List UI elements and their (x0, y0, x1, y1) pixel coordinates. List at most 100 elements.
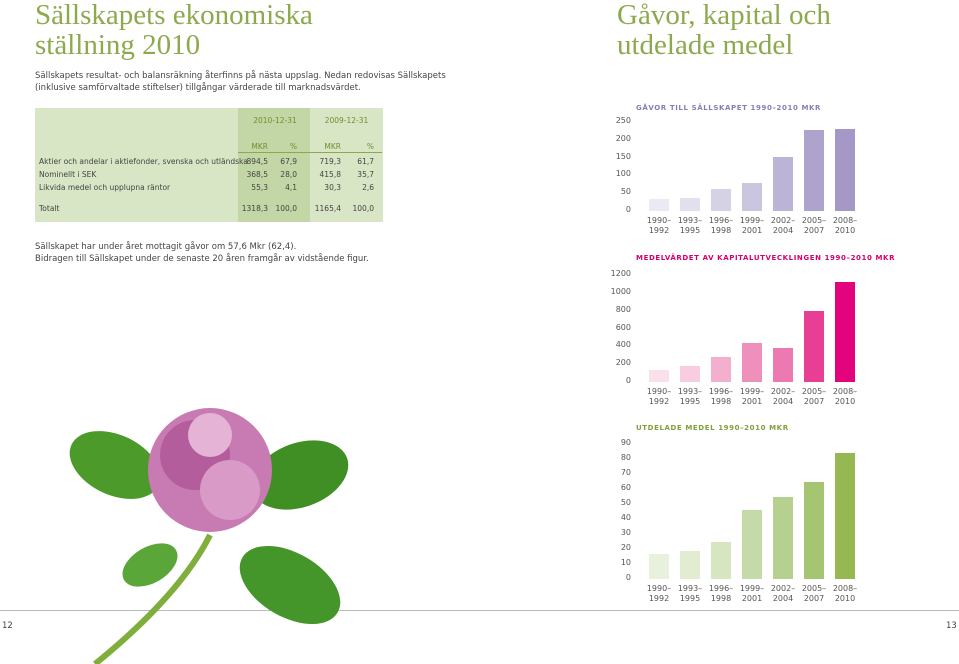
x-tick-label: 1993–1995 (677, 584, 703, 603)
y-tick-label: 0 (625, 376, 631, 385)
bar (773, 156, 793, 211)
page-title: Sällskapets ekonomiska (35, 0, 313, 31)
bar (680, 365, 700, 382)
row-label: Aktier och andelar i aktiefonder, svensk… (39, 157, 248, 166)
chart-title: MEDELVÄRDET AV KAPITALUTVECKLINGEN 1990–… (636, 254, 896, 262)
x-tick-label: 2005–2007 (801, 387, 827, 406)
y-tick-label: 90 (620, 438, 631, 447)
y-tick-label: 50 (620, 498, 631, 507)
x-tick-label: 1999–2001 (739, 584, 765, 603)
chart-title: GÅVOR TILL SÄLLSKAPET 1990–2010 MKR (636, 104, 822, 112)
table-cell: 415,8 (319, 170, 341, 179)
y-tick-label: 30 (620, 528, 631, 537)
page-title: ställning 2010 (35, 29, 201, 61)
x-tick-label: 2008–2010 (832, 216, 858, 235)
y-tick-label: 70 (620, 468, 631, 477)
footer-rule (0, 610, 959, 611)
bar (711, 541, 731, 579)
clover-illustration (69, 408, 349, 664)
sub-header: % (289, 142, 297, 151)
table-cell: 30,3 (324, 183, 341, 192)
table-cell: 4,1 (285, 183, 297, 192)
bar (835, 129, 855, 211)
bar (773, 496, 793, 579)
bar (711, 357, 731, 382)
y-tick-label: 800 (615, 304, 631, 314)
chart-title: UTDELADE MEDEL 1990–2010 MKR (636, 424, 789, 432)
table-highlight (238, 108, 310, 222)
bar (649, 553, 669, 579)
x-tick-label: 1990–1992 (646, 387, 672, 406)
table-cell: 100,0 (352, 204, 374, 213)
page-title: Gåvor, kapital och (617, 0, 831, 31)
bar (804, 129, 824, 211)
table-cell: 894,5 (246, 157, 268, 166)
note-text: Sällskapet har under året mottagit gåvor… (35, 242, 297, 252)
x-tick-label: 1996–1998 (708, 584, 734, 603)
y-tick-label: 0 (625, 573, 631, 582)
intro-text: (inklusive samförvaltade stiftelser) til… (35, 83, 361, 93)
bar (680, 197, 700, 211)
y-tick-label: 200 (615, 358, 631, 368)
x-tick-label: 1996–1998 (708, 216, 734, 235)
bar (680, 550, 700, 579)
y-tick-label: 20 (620, 543, 631, 552)
table-cell: 67,9 (280, 157, 297, 166)
x-tick-label: 1999–2001 (739, 387, 765, 406)
bar (711, 188, 731, 211)
y-tick-label: 40 (620, 513, 631, 522)
x-tick-label: 1990–1992 (646, 584, 672, 603)
y-tick-label: 600 (615, 322, 631, 332)
note-text: Bidragen till Sällskapet under de senast… (35, 254, 369, 264)
y-tick-label: 60 (620, 483, 631, 492)
page-number: 12 (2, 621, 13, 631)
x-tick-label: 1993–1995 (677, 387, 703, 406)
y-tick-label: 1200 (610, 269, 631, 278)
y-tick-label: 400 (615, 340, 631, 350)
table-cell: 28,0 (280, 170, 297, 179)
table-cell: 100,0 (275, 204, 297, 213)
table-cell: 1165,4 (314, 204, 341, 213)
table-cell: 368,5 (246, 170, 268, 179)
row-label: Nominellt i SEK (39, 170, 97, 179)
x-tick-label: 1999–2001 (739, 216, 765, 235)
bar (773, 348, 793, 382)
table-cell: 1318,3 (241, 204, 268, 213)
y-tick-label: 50 (620, 187, 631, 197)
y-tick-label: 200 (615, 133, 631, 143)
bar (649, 198, 669, 211)
bar (742, 182, 762, 211)
table-cell: 61,7 (357, 157, 374, 166)
y-tick-label: 0 (625, 205, 631, 214)
y-tick-label: 10 (620, 558, 631, 567)
y-tick-label: 150 (615, 151, 631, 161)
bar (742, 510, 762, 579)
sub-header: MKR (324, 142, 341, 151)
x-tick-label: 2002–2004 (770, 387, 796, 406)
bar (835, 282, 855, 382)
table-cell: 35,7 (357, 170, 374, 179)
x-tick-label: 1996–1998 (708, 387, 734, 406)
bar (742, 343, 762, 382)
x-tick-label: 2008–2010 (832, 584, 858, 603)
x-tick-label: 2005–2007 (801, 584, 827, 603)
table-cell: 2,6 (362, 183, 374, 192)
x-tick-label: 1993–1995 (677, 216, 703, 235)
y-tick-label: 80 (620, 453, 631, 462)
y-tick-label: 250 (615, 116, 631, 125)
sub-header: % (366, 142, 374, 151)
page-number: 13 (946, 621, 957, 631)
x-tick-label: 2008–2010 (832, 387, 858, 406)
x-tick-label: 2002–2004 (770, 584, 796, 603)
page-title: utdelade medel (617, 29, 794, 61)
sub-header: MKR (251, 142, 268, 151)
row-label: Totalt (39, 204, 60, 213)
row-label: Likvida medel och upplupna räntor (39, 183, 171, 192)
bar (649, 370, 669, 382)
table-cell: 719,3 (319, 157, 341, 166)
y-tick-label: 1000 (610, 286, 631, 296)
bar (835, 453, 855, 579)
table-rule (238, 152, 382, 153)
column-header: 2010-12-31 (253, 116, 297, 125)
